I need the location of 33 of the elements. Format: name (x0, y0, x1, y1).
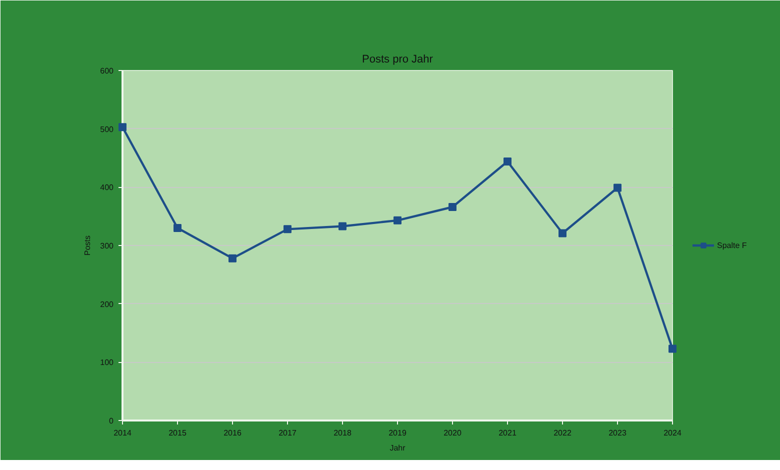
x-tick-label: 2024 (664, 428, 682, 438)
point (338, 222, 346, 230)
y-tick-label: 600 (100, 66, 114, 76)
x-axis-title: Jahr (390, 444, 406, 452)
x-tick-label: 2023 (608, 428, 627, 438)
x-tick-label: 2015 (168, 428, 187, 438)
x-tick-label: 2019 (388, 428, 407, 438)
point (284, 225, 292, 234)
y-tick-label: 500 (100, 124, 114, 134)
point (614, 184, 622, 192)
x-tick-label: 2018 (334, 428, 352, 438)
point (448, 203, 456, 211)
y-axis-title: Posts (83, 235, 92, 256)
legend-label: Spalte F (717, 240, 747, 250)
chart-title: Posts pro Jahr (362, 54, 434, 66)
x-tick-label: 2016 (224, 428, 242, 438)
x-tick-label: 2022 (554, 428, 572, 438)
x-tick-label: 2020 (444, 428, 462, 438)
point (668, 344, 676, 353)
x-tick-label: 2017 (278, 428, 297, 438)
y-tick-label: 0 (109, 416, 114, 426)
point (174, 224, 182, 232)
x-tick-label: 2014 (114, 428, 132, 438)
point (118, 123, 126, 132)
point (558, 229, 566, 238)
y-tick-label: 300 (100, 242, 114, 250)
x-tick-label: 2021 (498, 428, 517, 438)
point (504, 158, 512, 166)
y-tick-label: 400 (100, 183, 114, 192)
y-tick-label: 100 (100, 358, 114, 368)
point (394, 216, 402, 224)
y-tick-label: 200 (100, 300, 114, 309)
point (228, 254, 236, 262)
